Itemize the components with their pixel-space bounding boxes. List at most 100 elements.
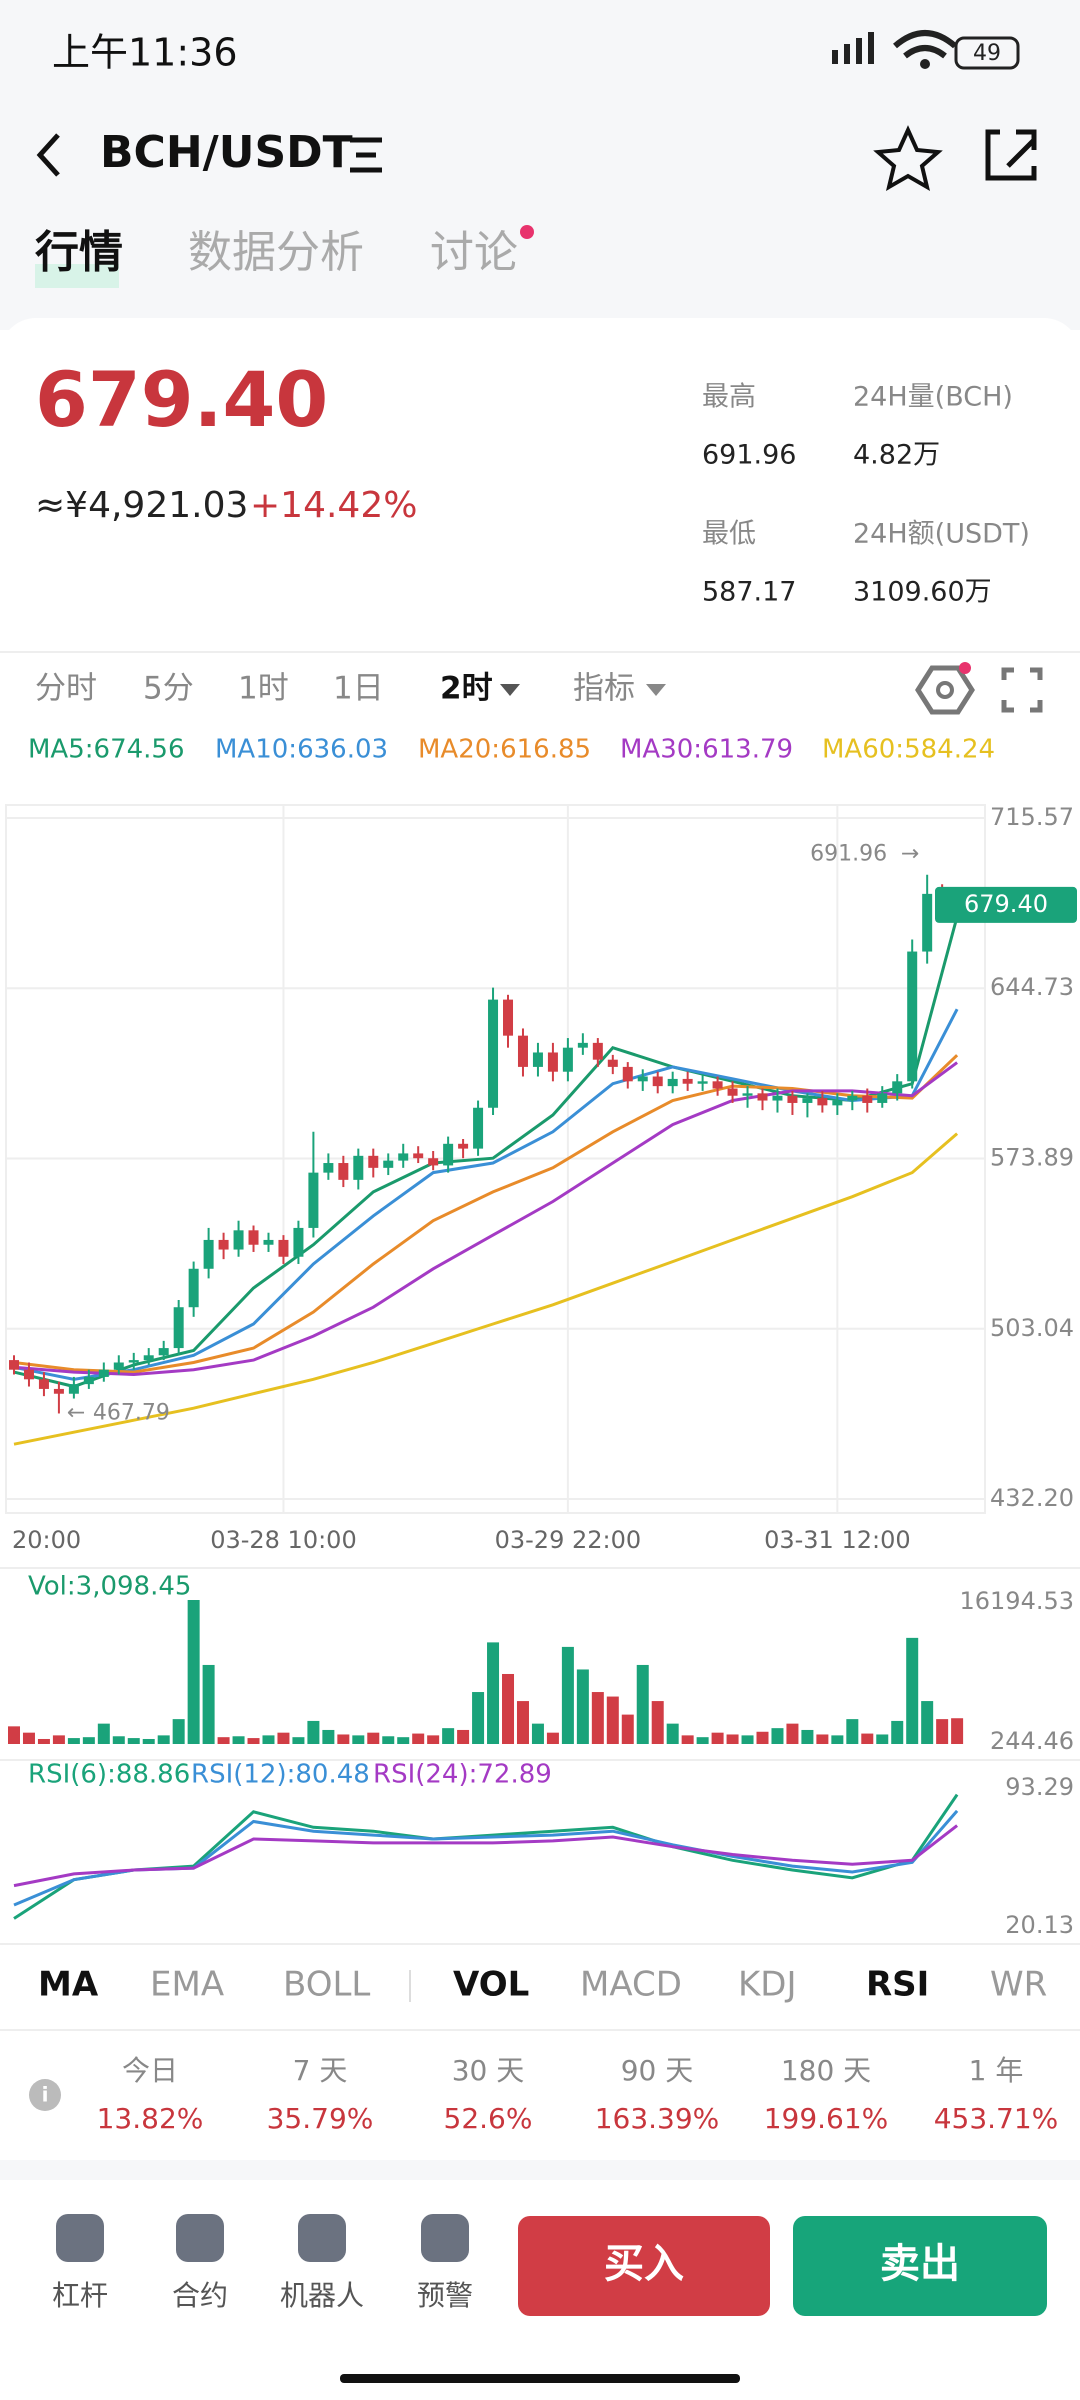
candle-body: [308, 1172, 319, 1228]
volume-bar: [816, 1734, 829, 1744]
interval[interactable]: 分时: [35, 671, 97, 707]
candle-body: [188, 1268, 199, 1308]
action-label[interactable]: 机器人: [280, 2279, 364, 2312]
volume-bar: [232, 1736, 245, 1744]
volume-bar: [112, 1736, 125, 1744]
action-label[interactable]: 合约: [172, 2279, 228, 2312]
y-tick-label: 93.29: [1005, 1773, 1074, 1801]
volume-bar: [427, 1735, 440, 1744]
interval[interactable]: 2时: [440, 671, 493, 707]
volume-bar: [846, 1719, 859, 1744]
candle-body: [353, 1155, 364, 1180]
sell-label[interactable]: 卖出: [880, 2241, 960, 2287]
y-tick-label: 16194.53: [959, 1587, 1074, 1615]
indicator-tab[interactable]: BOLL: [283, 1965, 370, 2005]
charts: 715.57 644.73 573.89 503.04 432.20 20:00 03-28…: [5, 735, 1077, 1939]
y-tick-label: 644.73: [990, 973, 1074, 1001]
action-icon[interactable]: [421, 2214, 469, 2262]
volume-bar: [951, 1718, 964, 1744]
volume-bar: [202, 1664, 215, 1744]
indicator-tab[interactable]: WR: [990, 1965, 1047, 2005]
volume-bar: [726, 1734, 739, 1744]
battery-level: 49: [973, 41, 1001, 66]
interval[interactable]: 5分: [143, 671, 194, 707]
candle-body: [712, 1081, 723, 1089]
back-button[interactable]: [36, 133, 60, 177]
interval[interactable]: 1时: [238, 671, 289, 707]
candle-body: [817, 1098, 828, 1106]
volume-bar: [97, 1723, 110, 1744]
fullscreen-button[interactable]: [1001, 667, 1043, 713]
dropdown-arrow: [500, 684, 520, 696]
candle-body: [428, 1158, 439, 1166]
stat-label: 24H量(BCH): [853, 382, 1013, 413]
candle-body: [503, 999, 514, 1036]
volume-bar: [936, 1719, 949, 1744]
candle-body: [458, 1143, 469, 1149]
volume-bar: [801, 1729, 814, 1744]
y-tick-label: 244.46: [990, 1727, 1074, 1755]
candle-body: [592, 1042, 603, 1060]
candle-body: [128, 1360, 139, 1363]
volume-bar: [22, 1732, 35, 1744]
action-label[interactable]: 预警: [417, 2279, 473, 2312]
candle-body: [9, 1360, 19, 1370]
candle-body: [862, 1095, 873, 1103]
volume-bar: [861, 1733, 874, 1744]
volume-bar: [516, 1701, 529, 1744]
volume-bar: [172, 1719, 185, 1744]
action-icon[interactable]: [298, 2214, 346, 2262]
candle-body: [203, 1239, 214, 1269]
share-button[interactable]: [985, 129, 1037, 181]
candle-body: [83, 1376, 94, 1385]
pair-title[interactable]: BCH/USDT: [100, 127, 353, 178]
volume-bar: [247, 1738, 260, 1744]
interval[interactable]: 1日: [333, 671, 384, 707]
volume-bar: [756, 1731, 769, 1744]
settings-button[interactable]: [915, 665, 975, 715]
indicator-tab[interactable]: RSI: [866, 1965, 929, 2005]
candle-body: [562, 1047, 573, 1072]
candle-body: [248, 1230, 259, 1245]
price-change: +14.42%: [250, 485, 417, 526]
indicator-menu[interactable]: 指标: [573, 671, 635, 707]
info-icon[interactable]: [29, 2079, 61, 2111]
y-tick-label: 573.89: [990, 1143, 1074, 1171]
action-icon[interactable]: [176, 2214, 224, 2262]
action-label[interactable]: 杠杆: [52, 2279, 108, 2312]
status-time: 上午11:36: [52, 31, 238, 75]
pair-menu-icon[interactable]: [350, 137, 382, 173]
candle-body: [23, 1369, 34, 1380]
indicator-tab[interactable]: EMA: [150, 1965, 224, 2005]
tab[interactable]: 讨论: [430, 227, 518, 278]
info-icon-glyph: i: [42, 2083, 49, 2107]
x-tick-label: 03-31 12:00: [764, 1526, 911, 1554]
high-arrow: →: [901, 842, 919, 867]
stat-label: 最高: [702, 382, 756, 413]
tab[interactable]: 数据分析: [188, 227, 364, 278]
chart-title: Vol:3,098.45: [28, 1572, 191, 1602]
x-tick-label: 03-29 22:00: [495, 1526, 642, 1554]
indicator-tab[interactable]: MACD: [580, 1965, 682, 2005]
period-label: 30 天: [452, 2054, 525, 2087]
candle-body: [517, 1035, 528, 1067]
x-tick-label: 03-28 10:00: [210, 1526, 357, 1554]
volume-bar: [591, 1692, 604, 1744]
candle-body: [637, 1076, 648, 1082]
price-badge: [935, 886, 1077, 923]
dropdown-arrow: [646, 684, 666, 696]
buy-label[interactable]: 买入: [604, 2241, 684, 2287]
indicator-tab[interactable]: KDJ: [738, 1965, 797, 2005]
x-tick-label: 20:00: [12, 1526, 81, 1554]
indicator-tab[interactable]: VOL: [453, 1965, 529, 2005]
action-icon[interactable]: [56, 2214, 104, 2262]
buy-button[interactable]: [518, 2216, 770, 2316]
period-return: 52.6%: [444, 2102, 533, 2135]
indicator-tab[interactable]: MA: [38, 1965, 99, 2005]
ticker-card: [0, 318, 1080, 658]
sell-button[interactable]: [793, 2216, 1047, 2316]
volume-bar: [696, 1737, 709, 1744]
favorite-button[interactable]: [873, 125, 943, 192]
candle-body: [368, 1155, 379, 1168]
tab[interactable]: 行情: [35, 227, 123, 278]
